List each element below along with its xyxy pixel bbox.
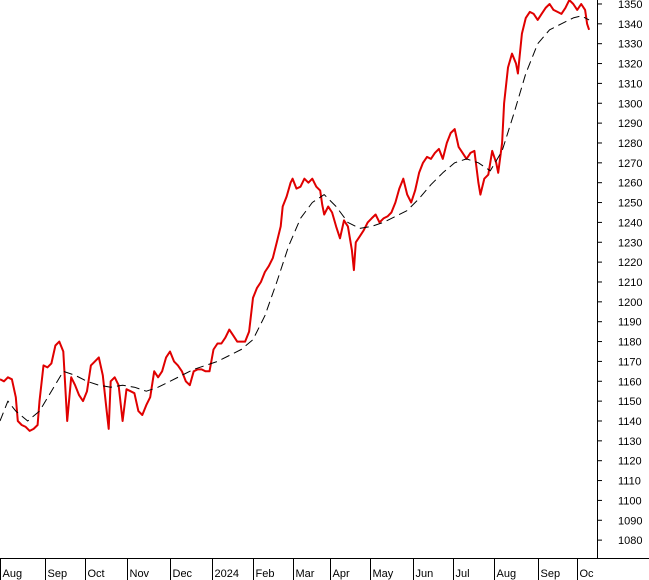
series-layer [0, 0, 591, 432]
series-line-1 [0, 0, 591, 432]
x-tick-label: May [373, 568, 394, 580]
y-tick-label: 1230 [618, 237, 642, 249]
y-tick-label: 1130 [618, 436, 642, 448]
y-tick-label: 1340 [618, 19, 642, 31]
x-tick-label: Apr [333, 568, 350, 580]
x-tick-label: Oc [580, 568, 595, 580]
y-tick-label: 1300 [618, 98, 642, 110]
y-tick-label: 1220 [618, 257, 642, 269]
y-tick-label: 1090 [618, 515, 642, 527]
y-tick-label: 1080 [618, 535, 642, 547]
y-tick-label: 1160 [618, 376, 642, 388]
y-tick-label: 1200 [618, 297, 642, 309]
x-tick-label: Aug [497, 568, 517, 580]
y-tick-label: 1280 [618, 138, 642, 150]
x-tick-label: Feb [256, 568, 275, 580]
y-tick-label: 1290 [618, 118, 642, 130]
x-tick-label: 2024 [215, 568, 239, 580]
x-tick-label: Dec [173, 568, 193, 580]
y-tick-label: 1350 [618, 0, 642, 11]
x-tick-label: Oct [88, 568, 105, 580]
y-tick-label: 1260 [618, 178, 642, 190]
x-tick-label: Nov [130, 568, 150, 580]
y-tick-label: 1240 [618, 217, 642, 229]
series-line-2 [0, 15, 590, 422]
y-tick-label: 1210 [618, 277, 642, 289]
x-tick-label: Sep [541, 568, 561, 580]
y-tick-label: 1110 [618, 476, 641, 488]
y-tick-label: 1120 [618, 456, 642, 468]
y-tick-label: 1170 [618, 356, 642, 368]
y-tick-label: 1270 [618, 158, 642, 170]
y-tick-label: 1100 [618, 495, 642, 507]
y-tick-label: 1140 [618, 416, 642, 428]
y-tick-label: 1320 [618, 59, 642, 71]
y-tick-label: 1330 [618, 39, 642, 51]
y-tick-label: 1190 [618, 317, 642, 329]
y-tick-label: 1250 [618, 198, 642, 210]
y-tick-label: 1150 [618, 396, 642, 408]
y-tick-label: 1180 [618, 337, 642, 349]
x-tick-label: Sep [48, 568, 68, 580]
x-tick-label: Aug [3, 568, 23, 580]
x-tick-label: Mar [296, 568, 315, 580]
x-tick-label: Jul [456, 568, 470, 580]
y-tick-label: 1310 [618, 78, 642, 90]
x-tick-label: Jun [416, 568, 434, 580]
